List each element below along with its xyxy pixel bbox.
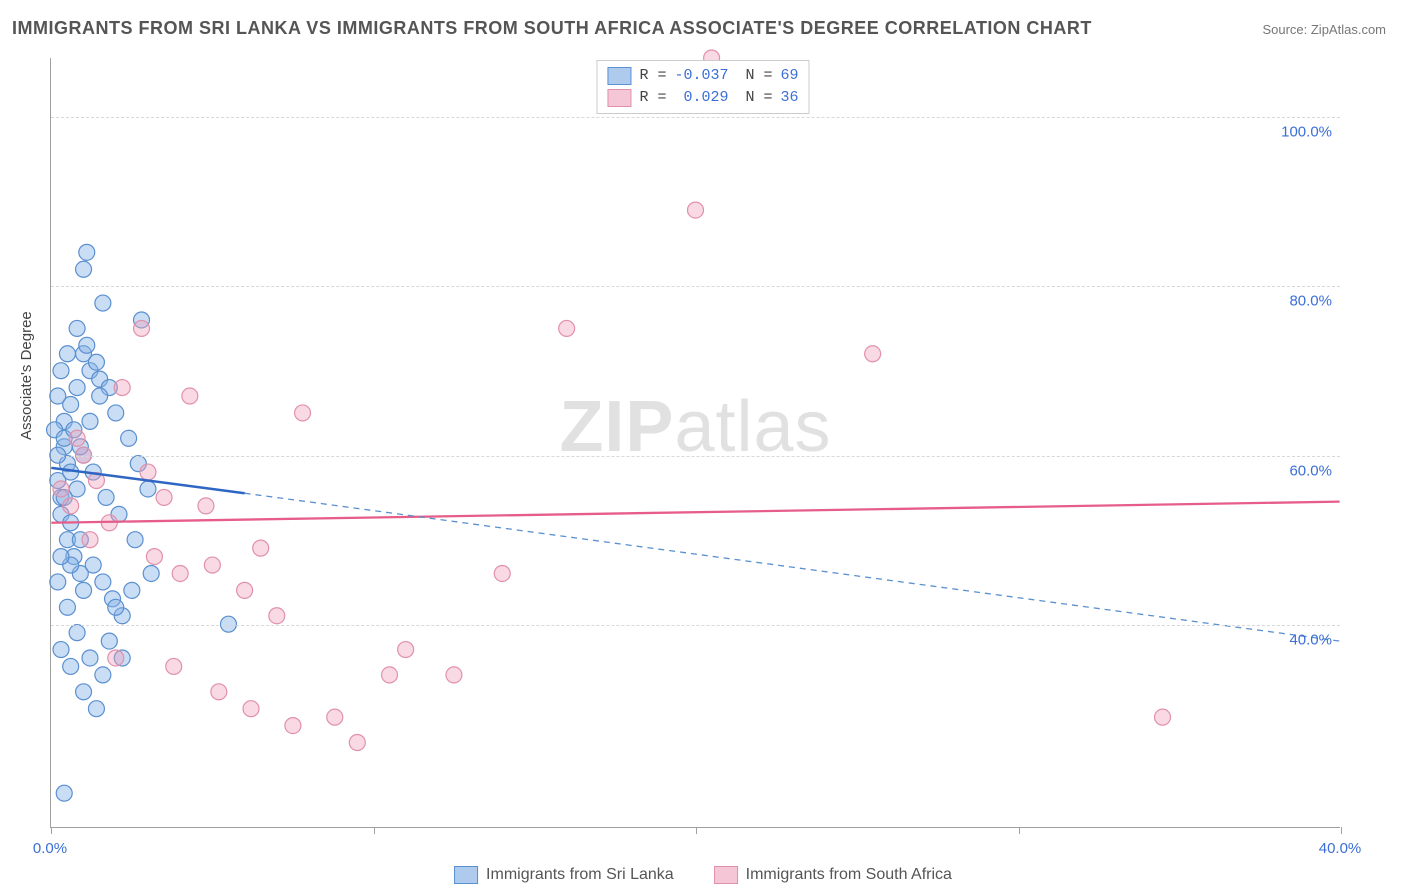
stats-row-1: R = -0.037 N = 69 [607, 65, 798, 87]
xtick-label: 40.0% [1319, 840, 1362, 857]
legend-item-2: Immigrants from South Africa [714, 866, 952, 884]
r-value-1: -0.037 [674, 65, 728, 87]
r-label: R = [639, 65, 666, 87]
swatch-series-1 [607, 67, 631, 85]
series-legend: Immigrants from Sri Lanka Immigrants fro… [454, 866, 952, 884]
ytick-label: 40.0% [1289, 631, 1332, 648]
ytick-label: 60.0% [1289, 462, 1332, 479]
xtick-label: 0.0% [33, 840, 67, 857]
legend-label-2: Immigrants from South Africa [746, 866, 952, 884]
legend-label-1: Immigrants from Sri Lanka [486, 866, 674, 884]
ytick-label: 80.0% [1289, 293, 1332, 310]
stats-legend: R = -0.037 N = 69 R = 0.029 N = 36 [596, 60, 809, 114]
swatch-series-2 [607, 89, 631, 107]
n-label: N = [736, 65, 772, 87]
y-axis-label: Associate's Degree [18, 311, 35, 440]
source-label: Source: ZipAtlas.com [1262, 22, 1386, 37]
n-value-1: 69 [781, 65, 799, 87]
r-label: R = [639, 87, 666, 109]
swatch-series-2b [714, 866, 738, 884]
n-label: N = [737, 87, 773, 109]
n-value-2: 36 [781, 87, 799, 109]
r-value-2: 0.029 [674, 87, 728, 109]
scatter-svg [51, 58, 1340, 827]
ytick-label: 100.0% [1281, 124, 1332, 141]
chart-plot-area: ZIPatlas 100.0%80.0%60.0%40.0% [50, 58, 1340, 828]
stats-row-2: R = 0.029 N = 36 [607, 87, 798, 109]
swatch-series-1b [454, 866, 478, 884]
chart-title: IMMIGRANTS FROM SRI LANKA VS IMMIGRANTS … [12, 18, 1092, 39]
legend-item-1: Immigrants from Sri Lanka [454, 866, 674, 884]
